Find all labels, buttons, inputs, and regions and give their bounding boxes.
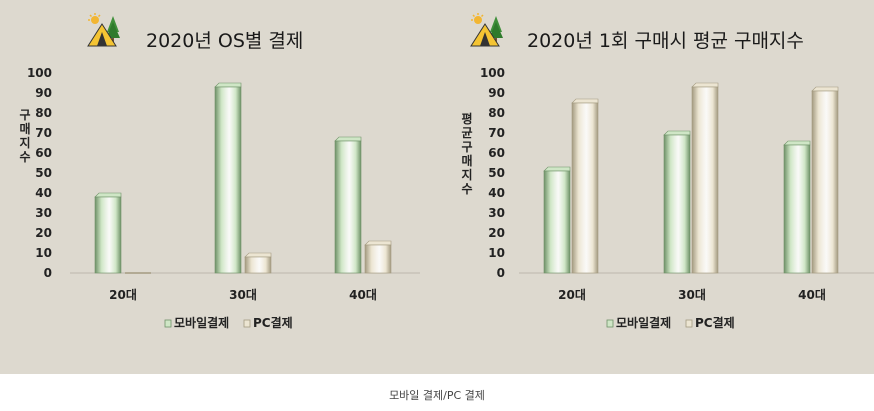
bar <box>364 244 392 274</box>
y-tick-label: 90 <box>488 86 505 100</box>
x-tick-label: 30대 <box>678 288 706 302</box>
bar-top-bevel <box>244 252 272 258</box>
bar <box>244 256 272 274</box>
legend-label: PC결제 <box>695 315 735 330</box>
chart-panel: 2020년 OS별 결제 구 매 지 수 0 10 20 30 40 50 60 70 80 90… <box>0 0 874 374</box>
y-tick-label: 10 <box>488 246 505 260</box>
chart-avg-purchase: 2020년 1회 구매시 평균 구매지수 평 균 구 매 지 수 0 10 20 30… <box>437 0 874 374</box>
y-tick-label: 0 <box>497 266 505 280</box>
legend-swatch <box>164 319 172 328</box>
bar <box>571 102 599 274</box>
y-tick-label: 20 <box>35 226 52 240</box>
figure-caption: 모바일 결제/PC 결제 <box>389 389 485 402</box>
bar-top-bevel <box>691 82 719 88</box>
bar <box>691 86 719 274</box>
bar-top-bevel <box>364 240 392 246</box>
bar-top-bevel <box>663 130 691 136</box>
legend-label: 모바일결제 <box>174 315 229 330</box>
y-tick-label: 100 <box>27 66 52 80</box>
y-axis-label: 구 매 지 수 <box>18 108 32 164</box>
y-tick-label: 60 <box>35 146 52 160</box>
y-tick-label: 70 <box>488 126 505 140</box>
legend-swatch <box>606 319 614 328</box>
bar <box>334 140 362 274</box>
bar-top-bevel <box>783 140 811 146</box>
y-axis-label-char: 구 <box>461 140 473 154</box>
x-tick-label: 40대 <box>798 288 826 302</box>
bar-top-bevel <box>214 82 242 88</box>
y-axis-label-char: 매 <box>461 154 473 168</box>
y-tick-label: 80 <box>35 106 52 120</box>
legend-label: PC결제 <box>253 315 293 330</box>
y-tick-label: 50 <box>488 166 505 180</box>
y-tick-label: 40 <box>488 186 505 200</box>
x-tick-label: 20대 <box>558 288 586 302</box>
x-tick-label: 30대 <box>229 288 257 302</box>
y-axis-label-char: 매 <box>19 122 31 136</box>
bar <box>811 90 839 274</box>
bar <box>214 86 242 274</box>
camping-tent-icon <box>87 13 120 47</box>
bar-top-bevel <box>571 98 599 104</box>
y-tick-label: 90 <box>35 86 52 100</box>
bar <box>783 144 811 274</box>
bar-top-bevel <box>811 86 839 92</box>
x-tick-label: 40대 <box>349 288 377 302</box>
legend-label: 모바일결제 <box>616 315 671 330</box>
y-tick-label: 10 <box>35 246 52 260</box>
y-axis-label-char: 수 <box>461 182 473 196</box>
y-tick-label: 100 <box>480 66 505 80</box>
y-tick-label: 50 <box>35 166 52 180</box>
legend-swatch <box>685 319 693 328</box>
y-axis-label-char: 구 <box>19 108 31 122</box>
chart-title: 2020년 OS별 결제 <box>146 30 304 52</box>
y-tick-label: 80 <box>488 106 505 120</box>
y-tick-label: 30 <box>35 206 52 220</box>
y-axis-label-char: 수 <box>19 150 31 164</box>
camping-tent-icon <box>470 13 503 47</box>
y-tick-label: 0 <box>44 266 52 280</box>
y-axis-label-char: 지 <box>461 168 473 182</box>
y-tick-label: 30 <box>488 206 505 220</box>
x-tick-label: 20대 <box>109 288 137 302</box>
y-axis-label-char: 균 <box>461 126 473 140</box>
bar-top-bevel <box>334 136 362 142</box>
bar-top-bevel <box>543 166 571 172</box>
bar-top-bevel <box>94 192 122 198</box>
y-axis-label-char: 평 <box>461 112 473 126</box>
chart-title: 2020년 1회 구매시 평균 구매지수 <box>527 30 804 52</box>
bar <box>543 170 571 274</box>
y-tick-label: 70 <box>35 126 52 140</box>
y-axis-label: 평 균 구 매 지 수 <box>460 112 474 196</box>
y-tick-label: 40 <box>35 186 52 200</box>
y-axis-label-char: 지 <box>19 136 31 150</box>
bar <box>663 134 691 274</box>
y-tick-label: 20 <box>488 226 505 240</box>
y-tick-label: 60 <box>488 146 505 160</box>
bar <box>94 196 122 274</box>
chart-os-payment: 2020년 OS별 결제 구 매 지 수 0 10 20 30 40 50 60 70 80 90… <box>0 0 437 374</box>
legend-swatch <box>243 319 251 328</box>
